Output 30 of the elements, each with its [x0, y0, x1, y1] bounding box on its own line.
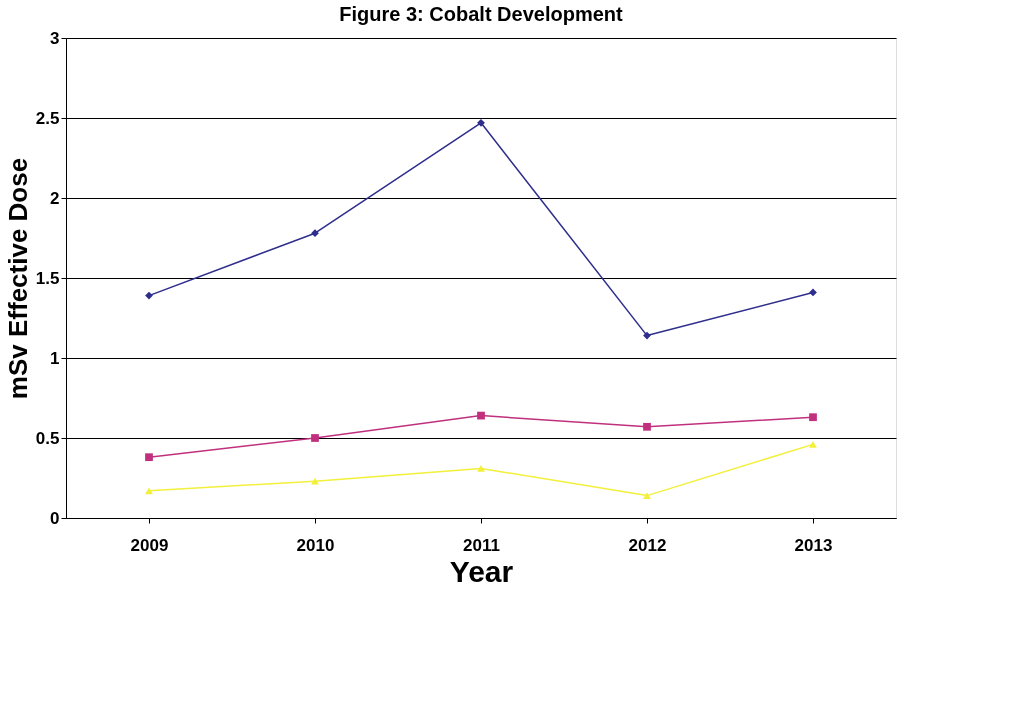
point	[145, 291, 153, 300]
x-tick-label: 2013	[794, 535, 833, 555]
x-tick-label: 2010	[296, 535, 335, 555]
y-tick-label: 1	[50, 348, 60, 368]
y-axis-title: mSv Effective Dose	[2, 157, 33, 400]
y-tick-label: 2.5	[35, 108, 60, 128]
point	[477, 118, 485, 127]
point	[311, 229, 319, 238]
x-tick-label: 2009	[130, 535, 169, 555]
point	[311, 434, 319, 442]
x-tick-label: 2011	[463, 535, 500, 555]
point	[643, 422, 651, 431]
point	[643, 492, 651, 499]
point	[809, 441, 817, 448]
point	[643, 331, 651, 340]
y-tick-label: 2	[50, 188, 60, 208]
y-tick-label: 3	[50, 28, 60, 48]
point	[477, 465, 485, 472]
x-axis-title: Year	[449, 554, 514, 588]
point	[477, 411, 485, 420]
chart-title: Figure 3: Cobalt Development	[339, 3, 624, 25]
point	[311, 477, 319, 485]
point	[809, 413, 817, 422]
y-tick-label: 1.5	[35, 268, 60, 288]
point	[145, 453, 153, 462]
y-tick-label: 0.5	[35, 428, 60, 448]
point	[809, 288, 817, 297]
x-tick-label: 2012	[628, 535, 667, 555]
point	[145, 487, 153, 495]
y-tick-label: 0	[50, 508, 60, 528]
